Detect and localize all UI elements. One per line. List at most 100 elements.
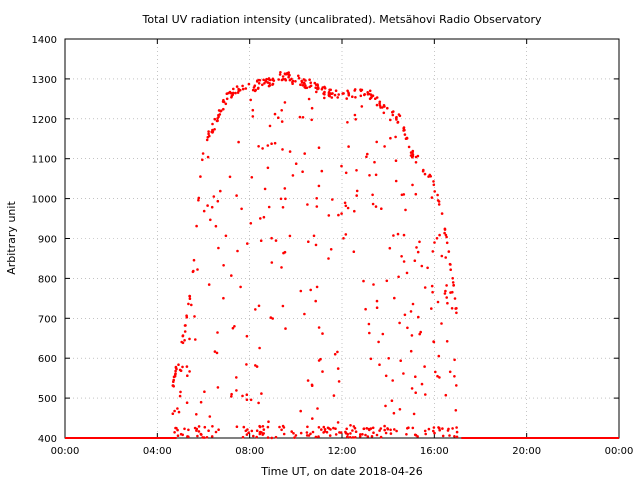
data-point: [219, 110, 222, 113]
data-point: [454, 409, 458, 412]
data-point: [271, 78, 274, 81]
data-point: [277, 116, 280, 119]
data-point: [366, 435, 370, 438]
data-point: [236, 91, 240, 94]
data-point: [210, 435, 214, 438]
data-point: [405, 433, 408, 436]
y-tick-label: 500: [38, 394, 57, 405]
data-point: [389, 432, 393, 435]
data-point: [409, 349, 413, 353]
data-point: [281, 148, 284, 151]
data-point: [230, 395, 233, 398]
data-point: [307, 97, 311, 101]
data-point: [393, 296, 396, 300]
data-point: [216, 386, 220, 389]
data-point: [432, 426, 436, 429]
data-point: [383, 145, 386, 148]
data-point: [436, 374, 439, 378]
data-point: [282, 251, 285, 255]
data-point: [188, 294, 192, 298]
data-point: [455, 311, 458, 315]
data-point: [416, 435, 419, 438]
data-point: [174, 369, 177, 373]
data-point: [306, 379, 310, 382]
data-point: [206, 204, 209, 207]
data-point: [228, 175, 232, 179]
data-point: [279, 71, 282, 74]
data-point: [327, 90, 331, 94]
data-point: [181, 365, 184, 369]
data-point: [255, 429, 259, 433]
data-point: [266, 166, 270, 170]
data-point: [288, 150, 292, 153]
data-point: [323, 90, 326, 94]
data-point: [346, 89, 349, 93]
data-point: [437, 426, 440, 429]
data-point: [346, 206, 350, 210]
data-point: [406, 326, 409, 330]
data-point: [389, 428, 392, 432]
data-point: [281, 77, 285, 81]
data-point: [354, 118, 358, 121]
data-point: [366, 152, 369, 156]
data-point: [397, 275, 400, 279]
data-point: [353, 209, 356, 213]
data-point: [385, 279, 389, 283]
data-point: [261, 433, 265, 436]
data-point: [173, 375, 176, 378]
data-point: [440, 212, 444, 215]
data-point: [268, 84, 272, 87]
data-point: [256, 87, 260, 90]
data-point: [306, 203, 309, 206]
data-point: [284, 327, 287, 330]
data-point: [228, 90, 232, 94]
axis-ticks: 400 500 600 700 800 900 1000 1100 1200 1300 1400 00…: [32, 35, 634, 457]
data-point: [327, 93, 331, 97]
data-point: [444, 289, 447, 293]
data-point: [172, 385, 175, 388]
data-point: [192, 258, 196, 262]
data-point: [362, 427, 366, 431]
data-point: [213, 128, 216, 131]
data-point: [215, 351, 219, 355]
data-point: [190, 303, 193, 307]
data-point: [281, 424, 285, 428]
data-point: [231, 326, 235, 330]
data-point: [450, 307, 454, 310]
data-point: [449, 291, 452, 294]
data-point: [255, 79, 259, 82]
data-point: [423, 172, 427, 176]
data-point: [310, 106, 314, 110]
data-point: [178, 368, 182, 372]
data-point: [391, 113, 395, 117]
data-point: [434, 370, 437, 374]
data-point: [283, 77, 287, 81]
data-point: [443, 292, 447, 295]
data-point: [403, 313, 407, 317]
data-point: [230, 96, 233, 99]
y-tick-label: 900: [38, 235, 57, 246]
data-point: [396, 121, 400, 124]
data-point: [384, 374, 388, 378]
data-point: [270, 261, 274, 264]
data-point: [270, 142, 273, 145]
data-point: [354, 96, 357, 99]
data-point: [230, 392, 233, 396]
data-point: [359, 89, 363, 93]
data-point: [270, 436, 274, 440]
data-point: [364, 307, 367, 311]
data-point: [214, 430, 218, 434]
data-point: [257, 401, 260, 405]
data-point: [437, 354, 441, 358]
data-point: [308, 78, 311, 81]
data-point: [251, 115, 255, 118]
data-point: [384, 404, 387, 408]
data-point: [301, 116, 305, 119]
data-point: [270, 236, 273, 240]
data-point: [355, 194, 359, 197]
data-point: [249, 222, 253, 225]
data-point: [371, 193, 374, 197]
data-point: [232, 87, 235, 91]
data-point: [254, 364, 257, 367]
data-point: [374, 173, 378, 177]
